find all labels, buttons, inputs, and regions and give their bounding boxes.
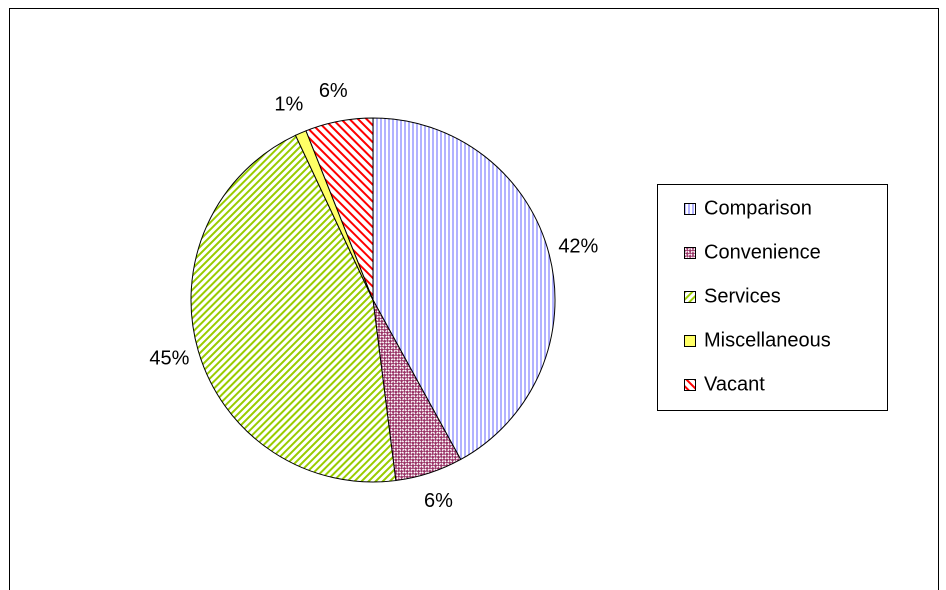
chart-frame (9, 8, 939, 590)
pie-slice (305, 117, 374, 301)
data-label: 45% (149, 347, 189, 369)
legend-label: Comparison (704, 197, 812, 219)
legend-label: Vacant (704, 373, 765, 395)
legend-label: Miscellaneous (704, 329, 831, 351)
legend-swatch (684, 291, 696, 303)
legend-label: Services (704, 285, 781, 307)
legend-label: Convenience (704, 241, 821, 263)
pie-slice (372, 117, 556, 461)
pie-slice (190, 134, 397, 483)
data-label: 1% (274, 94, 303, 116)
legend-swatch (684, 247, 696, 259)
legend-swatch (684, 379, 696, 391)
data-label: 42% (558, 236, 598, 258)
data-label: 6% (319, 80, 348, 102)
legend-swatch (684, 203, 696, 215)
data-label: 6% (424, 490, 453, 512)
legend-swatch (684, 335, 696, 347)
